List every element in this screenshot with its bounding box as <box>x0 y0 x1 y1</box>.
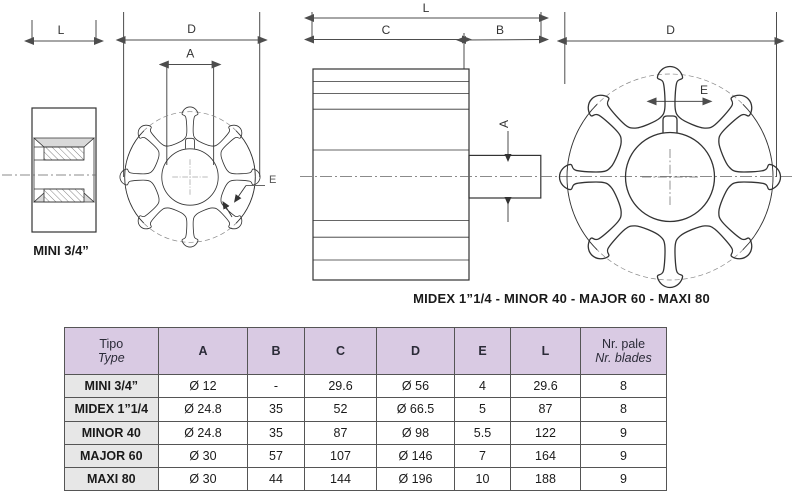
svg-text:A: A <box>186 47 194 61</box>
svg-text:D: D <box>666 23 675 37</box>
svg-text:B: B <box>496 23 504 37</box>
svg-text:C: C <box>382 23 391 37</box>
svg-text:A: A <box>497 120 511 128</box>
svg-text:E: E <box>700 83 708 97</box>
svg-text:E: E <box>269 174 276 186</box>
svg-text:MINI 3/4”: MINI 3/4” <box>33 243 89 258</box>
svg-text:L: L <box>423 1 430 15</box>
svg-text:D: D <box>187 22 196 36</box>
svg-text:L: L <box>58 23 65 37</box>
